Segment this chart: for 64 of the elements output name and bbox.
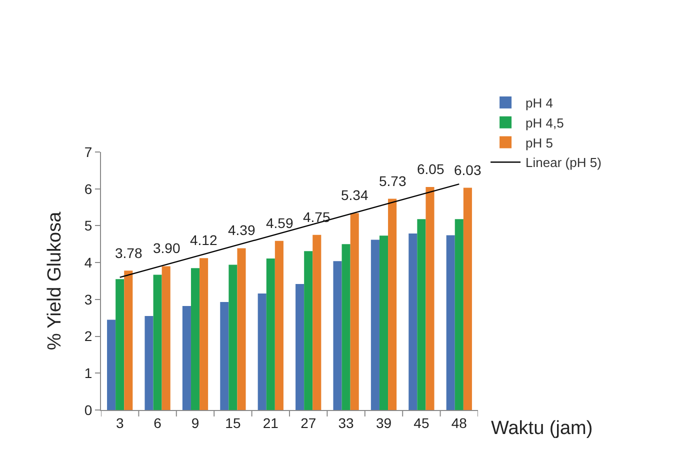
y-tick-label: 4 xyxy=(84,254,92,270)
bar xyxy=(454,219,464,410)
x-tick-label: 6 xyxy=(154,414,162,431)
data-label: 3.90 xyxy=(153,240,180,256)
data-label: 4.75 xyxy=(303,209,330,225)
bar xyxy=(388,198,397,410)
bar xyxy=(107,320,116,410)
x-tick-label: 21 xyxy=(262,414,279,431)
bar xyxy=(266,258,275,410)
legend-label: pH 4,5 xyxy=(526,115,564,130)
legend-label: pH 5 xyxy=(526,135,554,150)
data-label: 5.73 xyxy=(379,173,406,189)
data-label: 3.78 xyxy=(115,245,142,261)
legend-label: Linear (pH 5) xyxy=(526,155,602,170)
data-label: 4.39 xyxy=(228,222,256,238)
bar xyxy=(296,284,304,410)
bar xyxy=(417,219,426,410)
x-axis-title: Waktu (jam) xyxy=(491,418,593,439)
bar xyxy=(379,236,388,410)
bar xyxy=(190,268,200,410)
bar xyxy=(237,248,246,410)
x-tick-label: 27 xyxy=(300,414,316,431)
x-tick-label: 15 xyxy=(225,414,241,431)
bar xyxy=(408,233,418,410)
legend-label: pH 4 xyxy=(526,96,554,111)
y-tick-label: 0 xyxy=(84,402,92,418)
bar xyxy=(342,244,350,410)
x-tick-label: 45 xyxy=(414,414,430,431)
x-tick-label: 39 xyxy=(376,414,392,431)
bar xyxy=(258,294,266,410)
bar xyxy=(182,306,191,410)
bar xyxy=(370,240,380,410)
data-label: 5.34 xyxy=(341,187,368,203)
y-axis-title: % Yield Glukosa xyxy=(44,211,66,350)
x-tick-label: 33 xyxy=(338,414,354,431)
bar xyxy=(228,264,238,410)
data-label: 4.59 xyxy=(266,215,294,231)
data-label: 6.03 xyxy=(454,162,482,178)
y-tick-label: 7 xyxy=(84,144,92,160)
bar xyxy=(116,279,124,410)
bar xyxy=(274,240,284,410)
bar xyxy=(350,213,359,410)
bar xyxy=(200,258,208,410)
data-label: 4.12 xyxy=(190,232,218,248)
bar xyxy=(144,316,154,410)
bar xyxy=(124,270,133,410)
bar xyxy=(426,187,434,410)
bar xyxy=(220,302,229,410)
y-tick-label: 1 xyxy=(84,365,92,382)
bar xyxy=(333,261,342,410)
y-tick-label: 6 xyxy=(84,180,92,197)
bar xyxy=(153,274,162,410)
x-tick-label: 3 xyxy=(116,414,124,431)
bar xyxy=(312,234,322,410)
bar xyxy=(446,235,455,410)
x-tick-label: 9 xyxy=(191,414,200,431)
bar xyxy=(304,251,313,410)
y-tick-label: 3 xyxy=(84,291,92,308)
data-label: 6.05 xyxy=(417,161,444,177)
bar xyxy=(162,266,170,410)
y-tick-label: 2 xyxy=(84,328,92,344)
bar xyxy=(463,188,472,410)
x-tick-label: 48 xyxy=(451,414,468,431)
y-tick-label: 5 xyxy=(84,218,92,234)
